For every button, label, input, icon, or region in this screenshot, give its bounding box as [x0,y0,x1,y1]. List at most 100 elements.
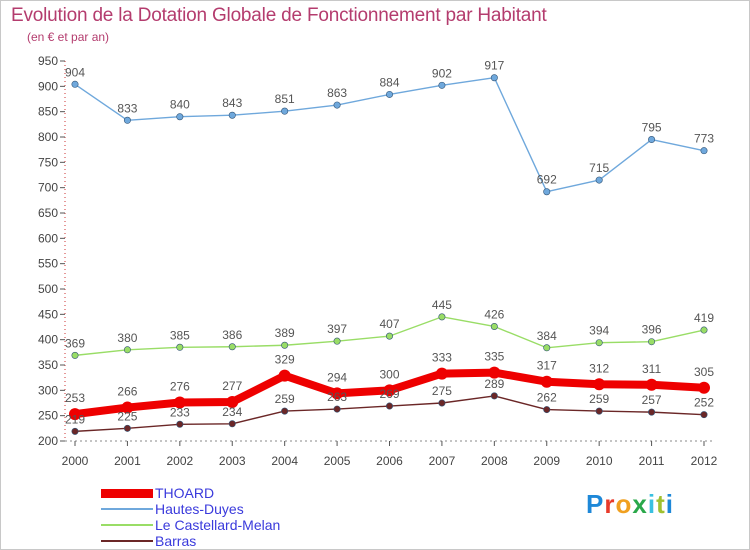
data-point [645,378,658,391]
data-point [595,176,603,184]
logo-letter: i [647,489,657,519]
data-label: 426 [484,307,504,321]
data-point [228,343,236,351]
data-point [543,188,551,196]
legend-swatch [101,540,153,542]
x-tick-label: 2010 [586,454,613,468]
data-label: 300 [379,367,399,381]
y-tick-label: 400 [38,333,58,347]
data-point [490,322,498,330]
legend-label: THOARD [155,485,215,501]
data-point [490,392,498,400]
data-point [281,341,289,349]
data-label: 843 [222,96,242,110]
data-label: 851 [275,92,295,106]
data-label: 386 [222,328,242,342]
x-tick-label: 2011 [639,454,665,468]
logo-letter: i [665,489,674,519]
data-point [173,396,186,409]
data-point [648,408,656,416]
data-label: 253 [65,391,85,405]
data-point [700,326,708,334]
y-tick-label: 600 [38,231,58,245]
legend-swatch [101,489,153,498]
data-label: 335 [484,350,504,364]
x-tick-label: 2004 [271,454,298,468]
legend-swatch [101,508,153,510]
y-tick-label: 700 [38,181,58,195]
y-tick-label: 350 [38,358,58,372]
data-point [71,351,79,359]
y-tick-label: 850 [38,105,58,119]
data-label: 219 [65,412,85,426]
chart-subtitle: (en € et par an) [27,30,110,44]
data-label: 369 [65,336,85,350]
y-tick-label: 500 [38,282,58,296]
legend-swatch [101,524,153,526]
data-point [438,399,446,407]
y-tick-label: 450 [38,307,58,321]
y-tick-label: 200 [38,434,58,448]
x-tick-label: 2002 [166,454,193,468]
data-label: 333 [432,351,452,365]
data-label: 266 [117,385,137,399]
data-label: 863 [327,86,347,100]
y-tick-label: 300 [38,383,58,397]
logo-letter: r [604,489,616,519]
data-label: 397 [327,322,347,336]
data-label: 289 [484,377,504,391]
data-point [700,411,708,419]
data-point [648,338,656,346]
proxiti-logo: Proxiti [586,489,674,520]
data-point [543,406,551,414]
legend-label: Le Castellard-Melan [155,517,281,533]
x-tick-label: 2001 [114,454,141,468]
data-label: 445 [432,298,452,312]
data-label: 225 [117,409,137,423]
data-label: 884 [379,75,399,89]
data-label: 380 [117,331,137,345]
data-label: 311 [642,362,661,376]
x-tick-label: 2003 [219,454,246,468]
data-label: 385 [170,328,190,342]
legend-label: Barras [155,533,197,549]
y-tick-label: 250 [38,409,58,423]
data-label: 773 [694,132,714,146]
data-point [385,332,393,340]
data-point [595,407,603,415]
data-label: 259 [275,392,295,406]
data-label: 394 [589,324,609,338]
data-point [438,81,446,89]
data-label: 840 [170,98,190,112]
data-point [698,381,710,394]
data-label: 275 [432,384,452,398]
data-point [228,111,236,119]
data-label: 917 [484,59,504,73]
data-label: 252 [694,396,714,410]
data-point [121,401,134,414]
series-lines [69,74,710,435]
data-point [488,366,501,379]
x-tick-label: 2007 [429,454,456,468]
data-point [593,378,606,391]
data-point [435,367,448,380]
data-label: 259 [589,392,609,406]
data-point [278,369,291,382]
data-label: 257 [642,393,662,407]
data-label: 234 [222,405,242,419]
data-label: 262 [537,391,557,405]
x-tick-label: 2009 [533,454,560,468]
data-label: 263 [327,390,347,404]
data-point [540,375,553,388]
data-label: 692 [537,173,557,187]
data-point [385,90,393,98]
data-point [71,427,79,435]
y-tick-label: 550 [38,257,58,271]
data-point [228,420,236,428]
data-label: 384 [537,329,557,343]
y-tick-label: 950 [38,54,58,68]
data-point [281,107,289,115]
data-label: 329 [275,353,295,367]
data-label: 902 [432,66,452,80]
